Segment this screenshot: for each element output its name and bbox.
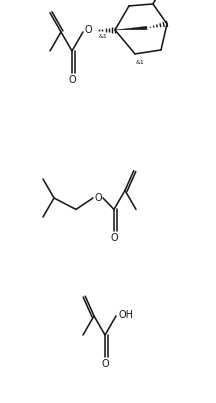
Text: O: O (84, 25, 92, 35)
Text: O: O (68, 75, 76, 85)
Text: &1: &1 (136, 60, 144, 65)
Text: O: O (94, 193, 102, 203)
Text: OH: OH (119, 310, 133, 320)
Text: O: O (101, 359, 109, 369)
Polygon shape (115, 26, 147, 30)
Text: &1: &1 (99, 34, 107, 39)
Text: O: O (110, 233, 118, 243)
